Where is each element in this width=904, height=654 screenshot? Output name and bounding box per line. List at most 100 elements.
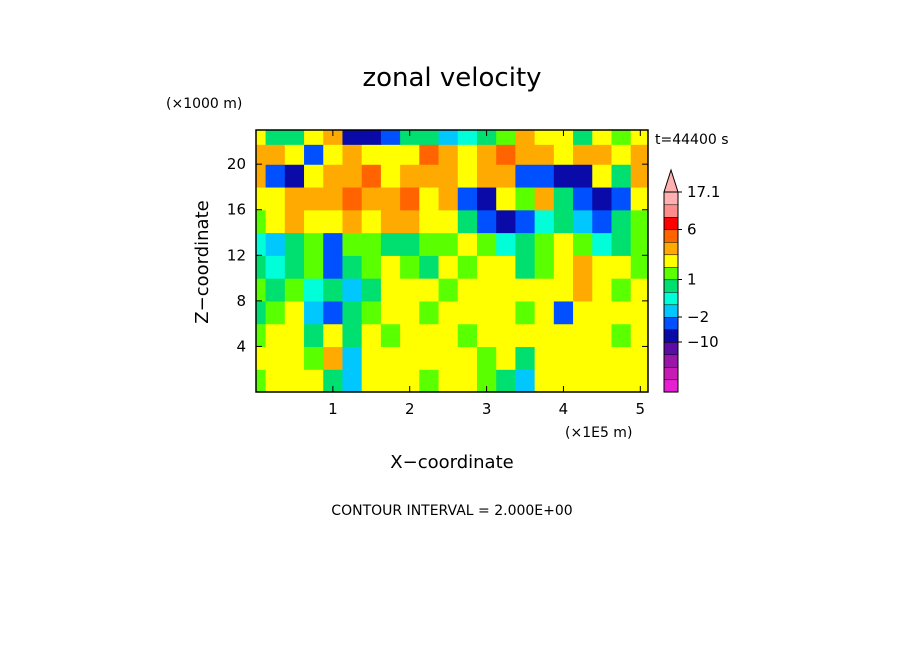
heatmap-cell <box>361 300 382 325</box>
heatmap-cell <box>323 369 344 392</box>
y-tick-label: 8 <box>236 292 246 310</box>
heatmap-cell <box>553 323 574 348</box>
heatmap-cell <box>380 278 401 302</box>
heatmap-cell <box>515 144 536 165</box>
heatmap-cell <box>323 300 344 325</box>
heatmap-cell <box>496 300 517 325</box>
colorbar-swatch <box>663 241 679 256</box>
heatmap-cell <box>256 144 267 165</box>
heatmap-cell <box>476 209 497 234</box>
heatmap-cell <box>457 278 478 302</box>
heatmap-cell <box>380 323 401 348</box>
heatmap-cell <box>457 186 478 211</box>
colorbar-swatch <box>663 266 679 281</box>
heatmap-cell <box>438 144 459 165</box>
heatmap-cell <box>419 209 440 234</box>
heatmap-cell <box>323 144 344 165</box>
heatmap-cell <box>400 255 420 279</box>
heatmap-cell <box>573 369 593 392</box>
heatmap-cell <box>304 255 324 279</box>
heatmap-cell <box>553 186 574 211</box>
heatmap-cell <box>592 232 613 256</box>
heatmap-cell <box>534 300 555 325</box>
heatmap-cell <box>534 346 555 370</box>
heatmap-cell <box>438 232 459 256</box>
heatmap-cell <box>457 164 478 188</box>
heatmap-cell <box>515 346 536 370</box>
heatmap-cell <box>438 209 459 234</box>
heatmap-cell <box>265 130 286 145</box>
chart-title: zonal velocity <box>362 63 541 93</box>
heatmap-cell <box>342 300 363 325</box>
heatmap-cell <box>592 255 613 279</box>
x-tick-label: 2 <box>405 400 415 418</box>
heatmap-cell <box>515 186 536 211</box>
heatmap-cell <box>592 144 613 165</box>
heatmap-cell <box>265 278 286 302</box>
heatmap-cell <box>419 255 440 279</box>
heatmap-cell <box>611 369 632 392</box>
heatmap-cell <box>438 323 459 348</box>
heatmap-cell <box>361 369 382 392</box>
heatmap-cell <box>592 278 613 302</box>
heatmap-cell <box>380 186 401 211</box>
heatmap-cell <box>400 186 420 211</box>
heatmap-cell <box>534 255 555 279</box>
heatmap-cell <box>342 346 363 370</box>
heatmap-cell <box>380 369 401 392</box>
heatmap-cell <box>476 130 497 145</box>
colorbar-swatch <box>663 229 679 243</box>
heatmap-cell <box>476 300 497 325</box>
heatmap-cell <box>438 186 459 211</box>
heatmap-cell <box>361 346 382 370</box>
heatmap-cell <box>361 130 382 145</box>
colorbar-swatch <box>663 354 679 368</box>
heatmap-cell <box>534 209 555 234</box>
heatmap-cell <box>592 209 613 234</box>
heatmap-cell <box>438 130 459 145</box>
colorbar-frame <box>663 191 679 393</box>
heatmap-cell <box>630 300 648 325</box>
heatmap-cell <box>534 130 555 145</box>
heatmap-cell <box>400 323 420 348</box>
heatmap-cell <box>553 130 574 145</box>
heatmap-cell <box>419 186 440 211</box>
heatmap-cell <box>573 130 593 145</box>
heatmap-cell <box>284 232 305 256</box>
heatmap-cell <box>256 164 267 188</box>
heatmap-cell <box>323 255 344 279</box>
y-axis-label: Z−coordinate <box>192 200 213 323</box>
heatmap-cell <box>611 346 632 370</box>
heatmap-cell <box>380 164 401 188</box>
heatmap-field <box>256 130 648 392</box>
heatmap-cell <box>256 255 267 279</box>
colorbar-swatch <box>663 316 679 331</box>
heatmap-cell <box>265 232 286 256</box>
heatmap-cell <box>361 144 382 165</box>
heatmap-cell <box>496 278 517 302</box>
heatmap-cell <box>534 232 555 256</box>
heatmap-cell <box>573 164 593 188</box>
heatmap-cell <box>304 209 324 234</box>
heatmap-cell <box>265 300 286 325</box>
heatmap-cell <box>342 144 363 165</box>
heatmap-cell <box>400 209 420 234</box>
heatmap-cell <box>419 130 440 145</box>
heatmap-cell <box>611 255 632 279</box>
x-tick-label: 4 <box>559 400 569 418</box>
heatmap-cell <box>573 232 593 256</box>
heatmap-cell <box>419 278 440 302</box>
heatmap-cell <box>476 278 497 302</box>
heatmap-cell <box>284 255 305 279</box>
heatmap-cell <box>438 278 459 302</box>
heatmap-cell <box>304 323 324 348</box>
heatmap-cell <box>630 278 648 302</box>
heatmap-cell <box>284 369 305 392</box>
heatmap-cell <box>534 369 555 392</box>
heatmap-cell <box>534 186 555 211</box>
heatmap-cell <box>361 255 382 279</box>
y-tick-label: 20 <box>227 155 246 173</box>
heatmap-cell <box>361 323 382 348</box>
heatmap-cell <box>400 369 420 392</box>
